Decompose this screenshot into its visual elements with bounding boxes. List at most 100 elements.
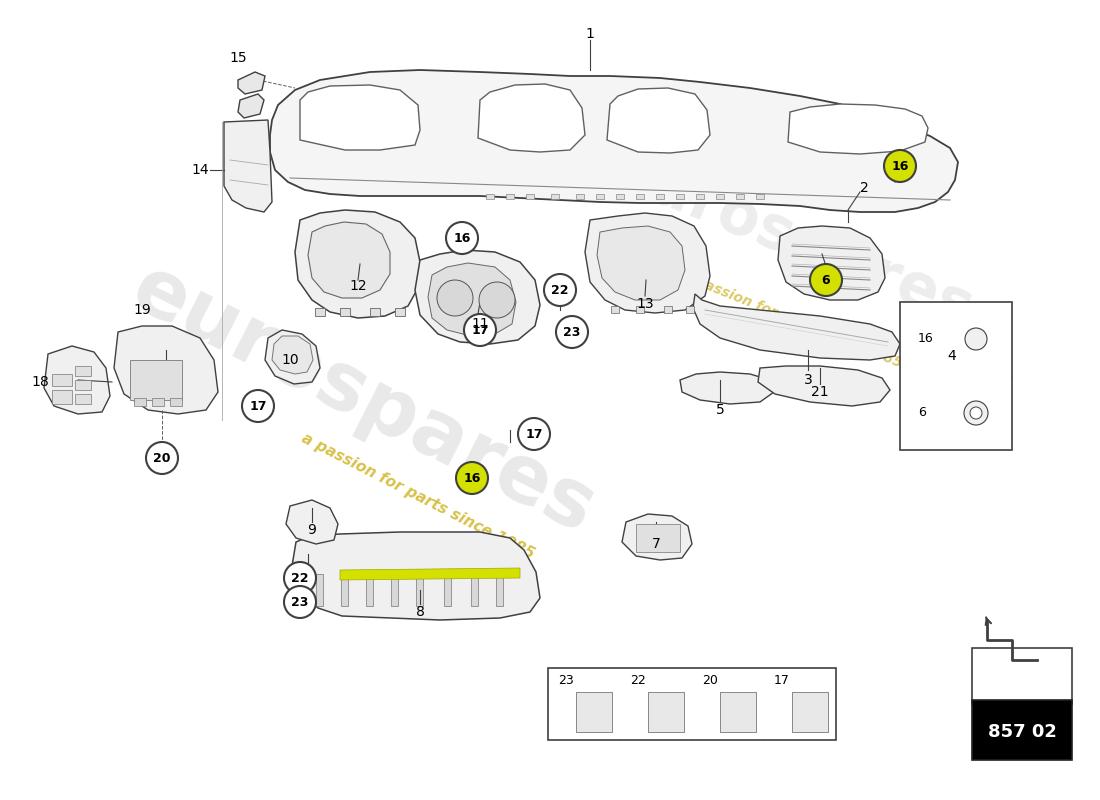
Polygon shape — [585, 213, 710, 313]
Bar — [636, 524, 680, 552]
Text: 6: 6 — [918, 406, 926, 419]
Bar — [610, 306, 619, 313]
Polygon shape — [428, 263, 516, 335]
Bar — [526, 194, 534, 199]
Text: 10: 10 — [282, 353, 299, 367]
Polygon shape — [607, 88, 710, 153]
Text: 22: 22 — [551, 283, 569, 297]
Bar — [664, 306, 672, 313]
Polygon shape — [286, 500, 338, 544]
Text: 1: 1 — [585, 27, 594, 41]
Text: 4: 4 — [947, 349, 956, 363]
Bar — [972, 700, 1072, 760]
Text: 16: 16 — [453, 231, 471, 245]
Bar — [130, 360, 182, 400]
Bar — [551, 194, 559, 199]
Circle shape — [446, 222, 478, 254]
Polygon shape — [415, 250, 540, 344]
Polygon shape — [295, 210, 420, 318]
Bar — [152, 398, 164, 406]
Text: 21: 21 — [811, 385, 828, 399]
Bar — [900, 302, 1012, 450]
Polygon shape — [758, 366, 890, 406]
Text: 12: 12 — [349, 279, 366, 293]
Polygon shape — [916, 316, 968, 362]
Text: 6: 6 — [822, 274, 830, 286]
Circle shape — [556, 316, 588, 348]
Bar — [676, 194, 684, 199]
Text: eurospares: eurospares — [602, 140, 982, 340]
Circle shape — [518, 418, 550, 450]
Bar — [548, 668, 836, 740]
Bar — [576, 194, 584, 199]
Circle shape — [544, 274, 576, 306]
Text: 22: 22 — [630, 674, 646, 686]
Polygon shape — [44, 346, 110, 414]
Bar — [75, 380, 91, 390]
Polygon shape — [238, 72, 265, 94]
Bar — [616, 194, 624, 199]
Circle shape — [964, 401, 988, 425]
Bar — [370, 308, 379, 316]
Text: 5: 5 — [716, 403, 725, 417]
Bar — [52, 390, 72, 404]
Polygon shape — [680, 372, 774, 404]
Polygon shape — [340, 568, 520, 580]
Text: 22: 22 — [292, 571, 309, 585]
Polygon shape — [621, 514, 692, 560]
Circle shape — [478, 282, 515, 318]
Text: 17: 17 — [471, 323, 488, 337]
Bar — [471, 574, 478, 606]
Bar — [444, 574, 451, 606]
Text: 8: 8 — [416, 605, 425, 619]
Bar — [416, 574, 424, 606]
Polygon shape — [270, 70, 958, 212]
Bar — [596, 194, 604, 199]
Bar — [134, 398, 146, 406]
Text: 19: 19 — [133, 303, 151, 317]
Text: 23: 23 — [558, 674, 574, 686]
Bar — [75, 394, 91, 404]
Polygon shape — [265, 330, 320, 384]
Bar — [972, 648, 1072, 704]
Bar — [656, 194, 664, 199]
Bar — [340, 308, 350, 316]
Circle shape — [437, 280, 473, 316]
Bar — [315, 308, 324, 316]
Bar — [341, 574, 348, 606]
Bar — [390, 574, 398, 606]
Text: 17: 17 — [250, 399, 266, 413]
Text: 7: 7 — [651, 537, 660, 551]
Circle shape — [146, 442, 178, 474]
Text: 11: 11 — [471, 317, 488, 331]
Polygon shape — [597, 226, 685, 300]
Text: 2: 2 — [859, 181, 868, 195]
Bar — [52, 374, 72, 386]
Text: 14: 14 — [191, 163, 209, 177]
Bar — [170, 398, 182, 406]
Bar — [576, 692, 612, 732]
Text: 9: 9 — [308, 523, 317, 537]
Text: 23: 23 — [563, 326, 581, 338]
Bar — [366, 574, 373, 606]
Bar — [496, 574, 503, 606]
Bar — [720, 692, 756, 732]
Polygon shape — [238, 94, 264, 118]
Polygon shape — [778, 226, 886, 300]
Text: a passion for parts since 1985: a passion for parts since 1985 — [299, 430, 537, 562]
Bar — [316, 574, 323, 606]
Bar — [636, 306, 644, 313]
Polygon shape — [114, 326, 218, 414]
Text: 857 02: 857 02 — [988, 723, 1056, 741]
Text: eurospares: eurospares — [119, 250, 607, 550]
Text: 18: 18 — [31, 375, 48, 389]
Text: 3: 3 — [804, 373, 813, 387]
Bar — [792, 692, 828, 732]
Polygon shape — [272, 336, 313, 374]
Polygon shape — [693, 294, 900, 360]
Polygon shape — [308, 222, 390, 298]
Bar — [486, 194, 494, 199]
Text: 17: 17 — [774, 674, 790, 686]
Text: 16: 16 — [463, 471, 481, 485]
Text: 20: 20 — [153, 451, 170, 465]
